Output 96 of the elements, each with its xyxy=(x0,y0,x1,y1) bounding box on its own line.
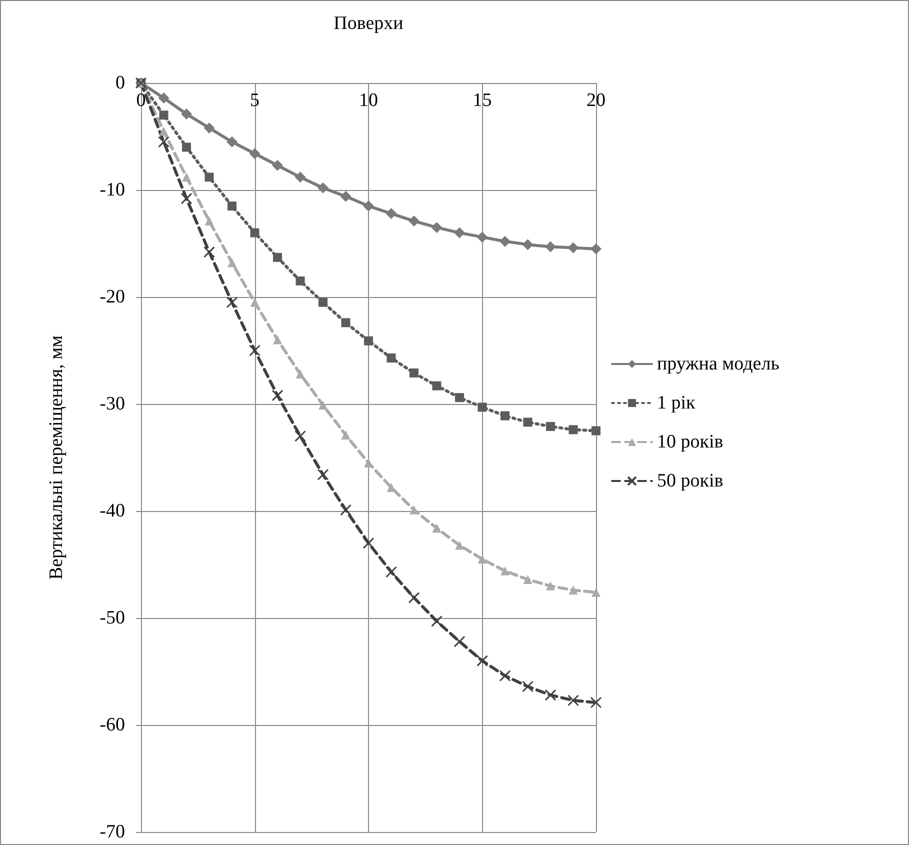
point xyxy=(250,228,260,238)
point xyxy=(500,236,510,247)
point xyxy=(455,540,464,550)
point xyxy=(182,172,191,182)
point xyxy=(317,468,329,480)
point xyxy=(499,670,511,682)
point xyxy=(410,368,418,378)
point xyxy=(363,200,374,212)
point xyxy=(228,258,236,268)
point xyxy=(272,390,284,402)
point xyxy=(454,636,466,648)
point xyxy=(476,232,488,243)
point xyxy=(500,411,510,420)
point xyxy=(523,574,532,584)
point xyxy=(180,192,192,204)
x-tick-label: 5 xyxy=(250,90,260,111)
point xyxy=(431,615,442,627)
point xyxy=(408,216,420,227)
point xyxy=(204,122,215,134)
point xyxy=(226,136,238,148)
point xyxy=(294,430,306,442)
point xyxy=(590,243,602,254)
point xyxy=(340,190,352,202)
point xyxy=(523,418,532,427)
point xyxy=(273,335,282,344)
point xyxy=(432,381,442,390)
y-tick-label: 0 xyxy=(116,72,125,94)
y-tick-label: -70 xyxy=(100,822,125,842)
point xyxy=(159,126,168,136)
point xyxy=(386,566,397,578)
point xyxy=(318,298,328,307)
point xyxy=(158,92,170,104)
x-tick-label: 15 xyxy=(472,90,492,111)
point xyxy=(386,353,396,362)
point xyxy=(478,554,487,564)
y-tick-label: -50 xyxy=(100,608,125,628)
point xyxy=(158,136,170,148)
point xyxy=(340,504,352,516)
point xyxy=(182,142,191,152)
point xyxy=(592,588,600,597)
point xyxy=(500,566,510,576)
x-tick-label: 0 xyxy=(136,90,146,111)
point xyxy=(250,298,260,307)
point xyxy=(296,276,305,286)
point xyxy=(226,296,238,308)
point xyxy=(546,422,555,431)
point xyxy=(568,242,579,254)
point xyxy=(249,344,260,356)
legend-label: 1 рік xyxy=(657,392,696,414)
point xyxy=(568,425,578,434)
point xyxy=(273,252,282,262)
point xyxy=(318,182,328,194)
point xyxy=(522,239,534,250)
point xyxy=(522,680,534,692)
point xyxy=(545,241,556,252)
point xyxy=(318,400,328,410)
y-tick-label: -40 xyxy=(100,500,125,522)
y-tick-label: -20 xyxy=(100,286,125,308)
point xyxy=(204,246,215,258)
point xyxy=(454,227,465,238)
point xyxy=(341,430,350,440)
y-tick-label: -60 xyxy=(100,714,125,736)
point xyxy=(364,336,373,346)
x-tick-label: 10 xyxy=(359,90,378,111)
x-tick-label: 20 xyxy=(586,90,606,111)
point xyxy=(272,160,283,171)
point xyxy=(294,172,306,183)
point xyxy=(159,110,168,120)
point xyxy=(341,318,350,328)
point xyxy=(204,172,214,182)
point xyxy=(204,216,214,226)
point xyxy=(228,202,236,211)
legend-label: 10 років xyxy=(657,432,724,452)
point xyxy=(249,148,260,160)
y-axis-title: Вертикальні переміщення, мм xyxy=(46,335,67,580)
point xyxy=(568,694,579,706)
point xyxy=(544,689,556,701)
point xyxy=(546,581,555,590)
point xyxy=(478,402,487,412)
point xyxy=(568,586,578,595)
y-tick-label: -10 xyxy=(100,180,125,200)
y-tick-label: -30 xyxy=(100,394,125,414)
point xyxy=(431,222,442,233)
point xyxy=(408,592,420,604)
point xyxy=(455,393,464,402)
point xyxy=(432,524,442,533)
point xyxy=(590,696,602,708)
point xyxy=(181,108,192,120)
point xyxy=(362,537,374,549)
point xyxy=(592,426,600,436)
legend-label: 50 років xyxy=(657,470,724,492)
x-axis-title: Поверхи xyxy=(334,13,404,34)
point xyxy=(296,370,305,379)
point xyxy=(386,208,397,220)
legend-label: пружна модель xyxy=(657,354,780,374)
point xyxy=(476,655,488,667)
